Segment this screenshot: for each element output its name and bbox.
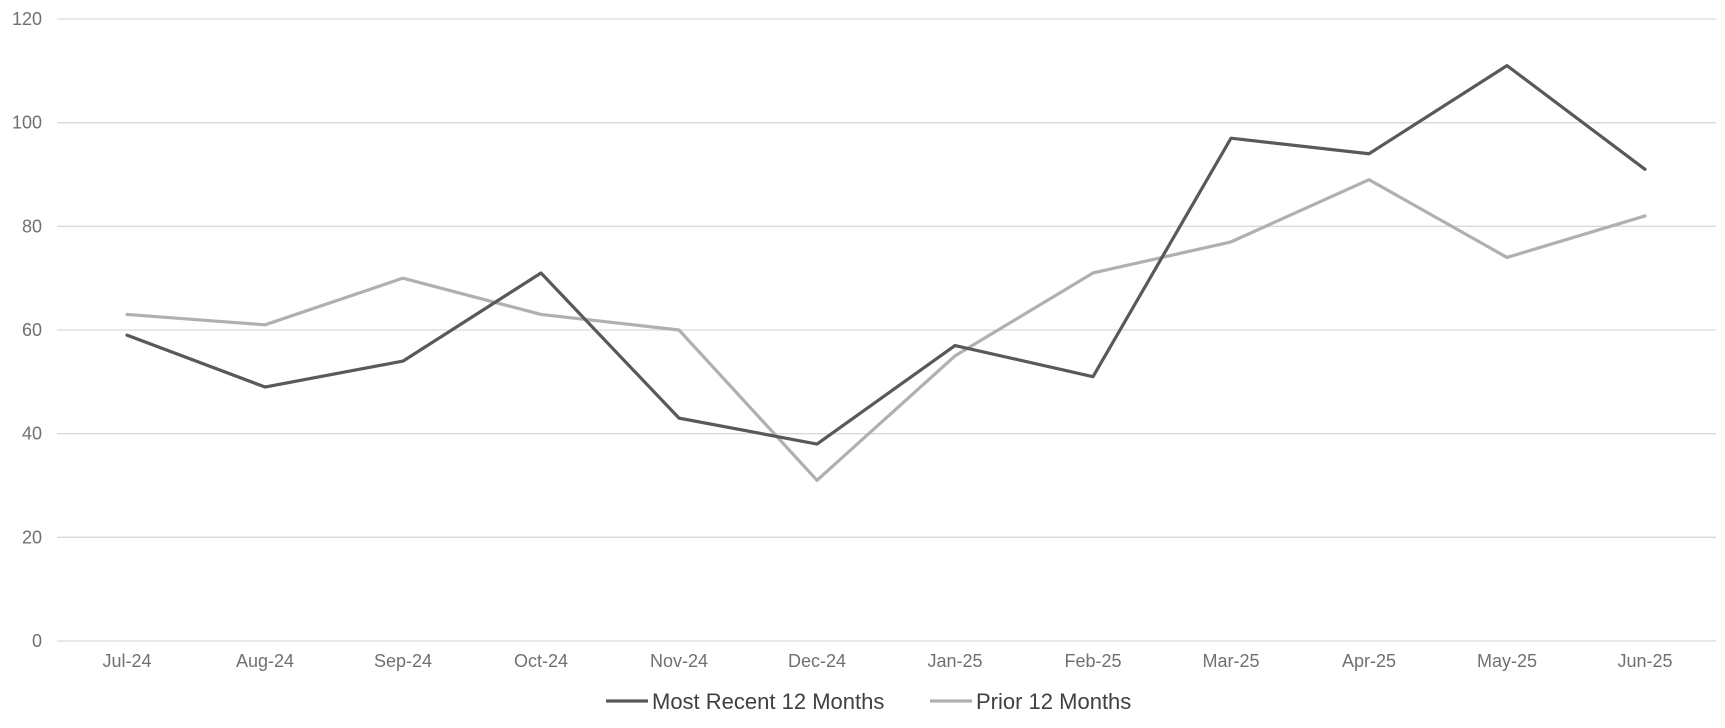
x-tick-label: Nov-24	[650, 651, 708, 671]
x-tick-label: Mar-25	[1202, 651, 1259, 671]
legend-label: Prior 12 Months	[976, 689, 1131, 714]
y-tick-label: 120	[12, 9, 42, 29]
series-lines	[125, 64, 1647, 482]
x-tick-label: Sep-24	[374, 651, 432, 671]
series-line-1	[125, 178, 1647, 482]
x-tick-label: Jan-25	[927, 651, 982, 671]
y-axis-ticks: 0 20 40 60 80 100 120	[12, 9, 42, 651]
gridlines	[57, 18, 1716, 642]
x-tick-label: Jun-25	[1617, 651, 1672, 671]
legend-label: Most Recent 12 Months	[652, 689, 884, 714]
x-tick-label: Apr-25	[1342, 651, 1396, 671]
x-tick-label: Dec-24	[788, 651, 846, 671]
series-line-0	[125, 64, 1647, 446]
y-tick-label: 40	[22, 424, 42, 444]
y-tick-label: 100	[12, 113, 42, 133]
y-tick-label: 60	[22, 320, 42, 340]
x-tick-label: Oct-24	[514, 651, 568, 671]
x-tick-label: Feb-25	[1064, 651, 1121, 671]
y-tick-label: 80	[22, 216, 42, 236]
y-tick-label: 0	[32, 631, 42, 651]
x-tick-label: May-25	[1477, 651, 1537, 671]
x-axis-ticks: Jul-24 Aug-24 Sep-24 Oct-24 Nov-24 Dec-24 Jan-…	[102, 651, 1672, 671]
y-tick-label: 20	[22, 527, 42, 547]
x-tick-label: Jul-24	[102, 651, 151, 671]
legend: Most Recent 12 Months Prior 12 Months	[606, 689, 1131, 714]
x-tick-label: Aug-24	[236, 651, 294, 671]
